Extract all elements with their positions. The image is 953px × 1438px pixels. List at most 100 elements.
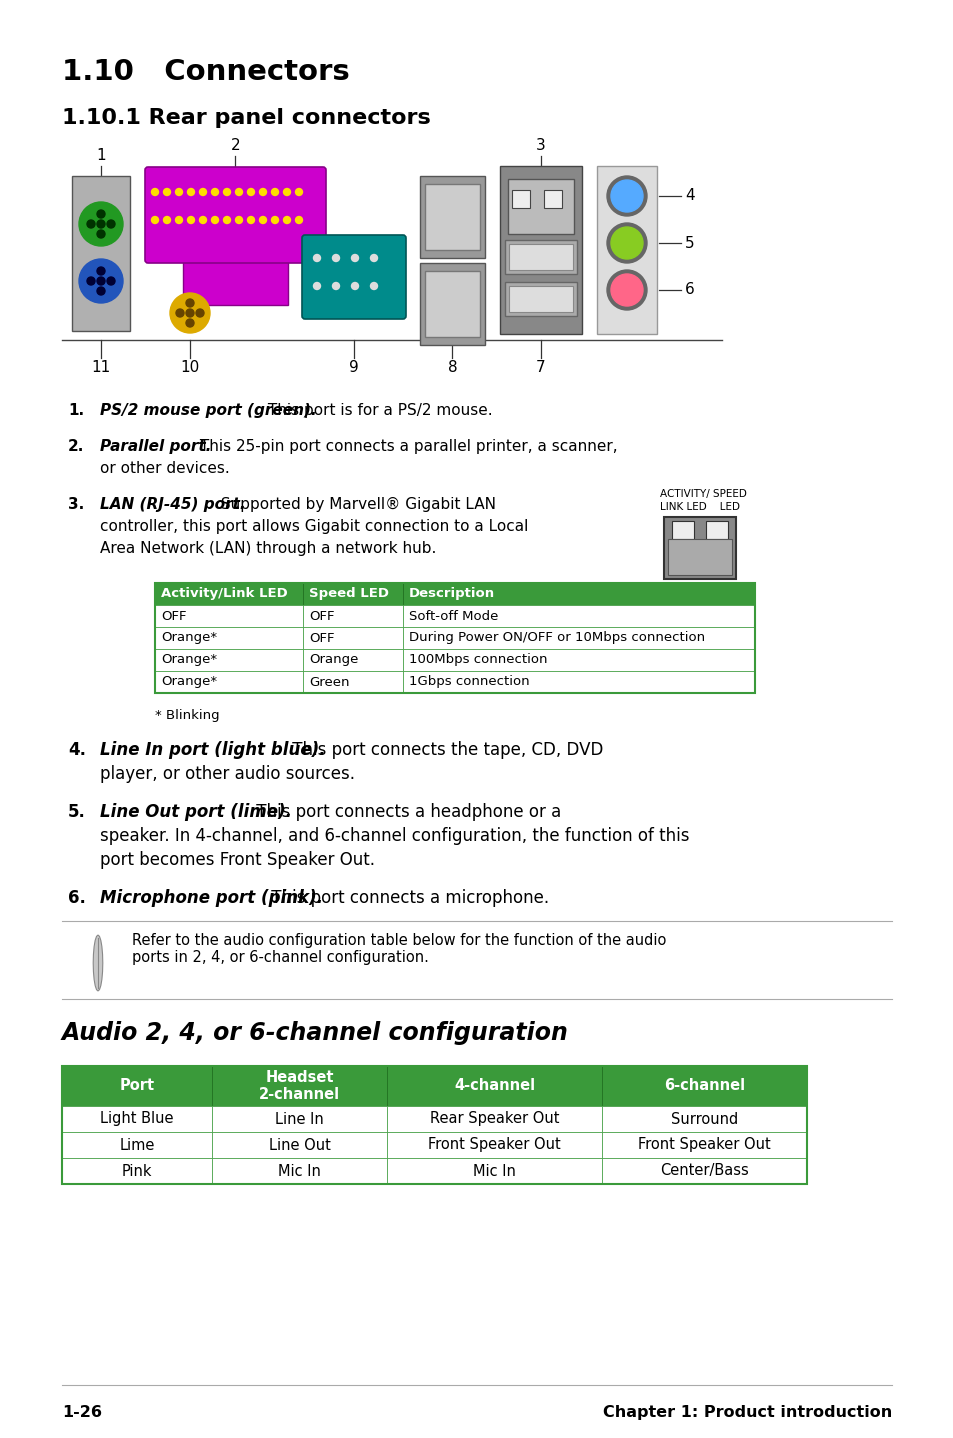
Circle shape (97, 278, 105, 285)
Bar (387, 1106, 601, 1132)
Text: OFF: OFF (309, 610, 335, 623)
Bar (303, 582, 402, 605)
Text: Center/Bass: Center/Bass (659, 1163, 748, 1179)
Circle shape (272, 188, 278, 196)
Circle shape (314, 282, 320, 289)
Text: 11: 11 (91, 361, 111, 375)
Circle shape (314, 255, 320, 262)
Bar (402, 582, 754, 605)
Bar (71, 175, 130, 331)
Circle shape (107, 220, 115, 229)
Text: 6.: 6. (68, 889, 86, 907)
Text: Orange*: Orange* (161, 676, 217, 689)
Text: This port connects the tape, CD, DVD: This port connects the tape, CD, DVD (287, 741, 603, 759)
Circle shape (606, 175, 646, 216)
Circle shape (97, 267, 105, 275)
Text: 3.: 3. (68, 498, 84, 512)
Text: 100Mbps connection: 100Mbps connection (409, 653, 547, 666)
Circle shape (97, 220, 105, 229)
Circle shape (97, 288, 105, 295)
Text: Headset
2-channel: Headset 2-channel (258, 1070, 339, 1102)
Text: Soft-off Mode: Soft-off Mode (409, 610, 497, 623)
Circle shape (272, 217, 278, 223)
Text: 1.10.1 Rear panel connectors: 1.10.1 Rear panel connectors (62, 108, 431, 128)
Text: Speed LED: Speed LED (309, 588, 389, 601)
Text: 1.: 1. (68, 403, 84, 418)
Text: OFF: OFF (161, 610, 186, 623)
Text: Audio 2, 4, or 6-channel configuration: Audio 2, 4, or 6-channel configuration (62, 1021, 568, 1045)
Text: 9: 9 (349, 361, 358, 375)
Circle shape (295, 217, 302, 223)
Text: Front Speaker Out: Front Speaker Out (428, 1137, 560, 1152)
Text: 1Gbps connection: 1Gbps connection (409, 676, 529, 689)
Circle shape (606, 270, 646, 311)
Circle shape (175, 217, 182, 223)
Text: * Blinking: * Blinking (154, 709, 219, 722)
Circle shape (79, 259, 123, 303)
Text: Parallel port.: Parallel port. (100, 439, 212, 454)
Circle shape (186, 319, 193, 326)
Bar (402, 649, 754, 672)
Circle shape (188, 217, 194, 223)
Circle shape (188, 188, 194, 196)
Text: Activity/Link LED: Activity/Link LED (161, 588, 288, 601)
Text: Refer to the audio configuration table below for the function of the audio
ports: Refer to the audio configuration table b… (132, 933, 666, 965)
Text: 4: 4 (684, 188, 694, 204)
Bar (601, 1106, 806, 1132)
Circle shape (333, 282, 339, 289)
Text: Orange*: Orange* (161, 653, 217, 666)
Bar (62, 1066, 806, 1183)
Circle shape (163, 188, 171, 196)
Circle shape (97, 210, 105, 219)
Circle shape (223, 188, 231, 196)
Circle shape (97, 230, 105, 239)
Polygon shape (93, 935, 103, 991)
Text: Orange: Orange (309, 653, 358, 666)
Bar (212, 1158, 387, 1183)
Text: 8: 8 (447, 361, 456, 375)
Bar (509, 286, 573, 312)
Circle shape (152, 217, 158, 223)
Bar (303, 649, 402, 672)
Bar (499, 165, 581, 334)
Bar (601, 1132, 806, 1158)
Text: Supported by Marvell® Gigabit LAN: Supported by Marvell® Gigabit LAN (215, 498, 495, 512)
Circle shape (351, 255, 358, 262)
Circle shape (212, 217, 218, 223)
Circle shape (333, 255, 339, 262)
Text: speaker. In 4-channel, and 6-channel configuration, the function of this: speaker. In 4-channel, and 6-channel con… (100, 827, 689, 846)
Bar (62, 148, 761, 358)
Text: This 25-pin port connects a parallel printer, a scanner,: This 25-pin port connects a parallel pri… (195, 439, 618, 454)
Bar (154, 649, 303, 672)
Text: Line Out port (lime).: Line Out port (lime). (100, 802, 292, 821)
Circle shape (199, 217, 206, 223)
Text: Microphone port (pink).: Microphone port (pink). (100, 889, 323, 907)
Circle shape (163, 217, 171, 223)
Text: Mic In: Mic In (473, 1163, 516, 1179)
Bar (303, 672, 402, 693)
Text: Green: Green (309, 676, 349, 689)
Text: Chapter 1: Product introduction: Chapter 1: Product introduction (602, 1405, 891, 1419)
Bar (62, 1066, 212, 1106)
Text: 4-channel: 4-channel (454, 1078, 535, 1093)
Circle shape (195, 309, 204, 316)
Bar (402, 605, 754, 627)
Bar (387, 1066, 601, 1106)
Bar (62, 1106, 212, 1132)
Circle shape (370, 282, 377, 289)
Text: 6: 6 (684, 282, 694, 298)
Circle shape (370, 255, 377, 262)
Text: 7: 7 (536, 361, 545, 375)
Circle shape (186, 299, 193, 306)
Bar (667, 539, 731, 575)
Text: During Power ON/OFF or 10Mbps connection: During Power ON/OFF or 10Mbps connection (409, 631, 704, 644)
Text: Front Speaker Out: Front Speaker Out (638, 1137, 770, 1152)
Text: 5.: 5. (68, 802, 86, 821)
Bar (303, 605, 402, 627)
Bar (62, 1132, 212, 1158)
Text: LAN (RJ-45) port.: LAN (RJ-45) port. (100, 498, 245, 512)
Text: This port connects a headphone or a: This port connects a headphone or a (251, 802, 561, 821)
Text: Mic In: Mic In (277, 1163, 320, 1179)
Circle shape (175, 309, 184, 316)
Circle shape (247, 217, 254, 223)
